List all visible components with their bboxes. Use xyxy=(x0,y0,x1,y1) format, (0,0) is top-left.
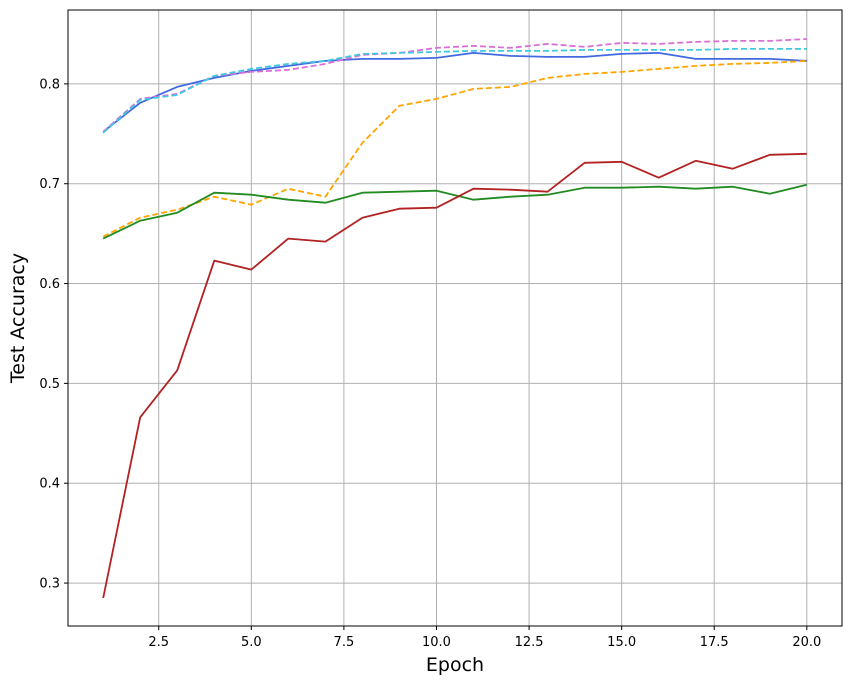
x-tick-label: 7.5 xyxy=(334,635,355,650)
x-tick-label: 2.5 xyxy=(148,635,169,650)
x-tick-label: 12.5 xyxy=(515,635,544,650)
series-line-3 xyxy=(102,48,807,134)
y-tick-label: 0.4 xyxy=(39,477,60,492)
series-line-2 xyxy=(102,38,807,133)
x-tick-label: 17.5 xyxy=(700,635,729,650)
x-tick-label: 5.0 xyxy=(241,635,262,650)
x-tick-label: 15.0 xyxy=(607,635,636,650)
grid xyxy=(68,10,842,626)
series-line-4 xyxy=(102,60,807,238)
plot-frame xyxy=(67,9,843,627)
y-tick-label: 0.6 xyxy=(39,277,60,292)
y-axis-label: Test Accuracy xyxy=(7,253,29,384)
series-line-5 xyxy=(102,183,808,240)
series-line-1 xyxy=(102,52,807,133)
y-tick-label: 0.3 xyxy=(39,577,60,592)
y-tick-label: 0.8 xyxy=(39,77,60,92)
x-tick-label: 20.0 xyxy=(792,635,821,650)
y-tick-label: 0.5 xyxy=(39,377,60,392)
x-tick-label: 10.0 xyxy=(422,635,451,650)
x-axis-label: Epoch xyxy=(426,654,484,676)
series-layer xyxy=(102,38,808,599)
series-line-6 xyxy=(102,152,807,599)
ticks: 2.5 5.0 7.5 10.0 12.5 15.0 17.5 20.0 0.3 0.4 0.5 0.… xyxy=(39,77,821,650)
y-tick-label: 0.7 xyxy=(39,177,60,192)
